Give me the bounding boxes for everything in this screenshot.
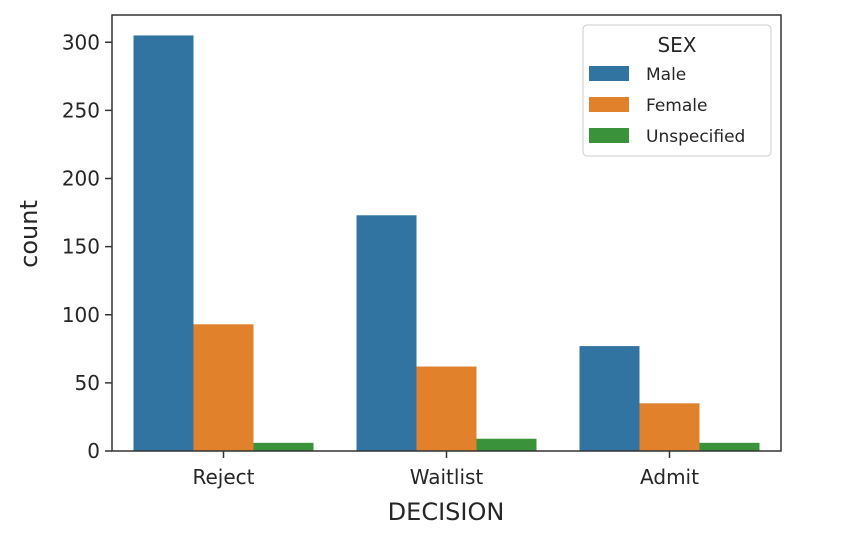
legend-swatch-female [589,97,629,112]
bar-male-reject [133,35,194,451]
bar-female-admit [639,403,700,451]
legend-label-female: Female [646,96,707,116]
x-tick-label-waitlist: Waitlist [410,465,484,489]
legend: SEX Male Female Unspecified [582,24,772,157]
x-tick-label-admit: Admit [640,465,699,489]
bar-male-admit [579,346,640,451]
bar-female-reject [193,324,254,451]
bar-unspecified-reject [253,442,314,451]
y-tick-label: 50 [75,371,100,395]
y-tick-label: 300 [62,30,100,54]
legend-label-male: Male [646,65,686,85]
legend-swatch-male [589,66,629,81]
y-axis-label: count [15,200,43,268]
bar-male-waitlist [356,215,417,451]
y-tick-label: 250 [62,98,100,122]
y-tick-label: 200 [62,167,100,191]
legend-swatch-unspecified [589,128,629,143]
legend-label-unspecified: Unspecified [646,127,745,147]
legend-title: SEX [657,33,696,57]
x-axis-label: DECISION [388,498,505,526]
x-tick-label-reject: Reject [192,465,254,489]
legend-box [582,24,772,157]
bar-female-waitlist [416,366,477,451]
bar-unspecified-waitlist [476,438,537,451]
y-tick-label: 100 [62,303,100,327]
bar-unspecified-admit [699,442,760,451]
plot-area [133,35,760,451]
y-tick-label: 150 [62,235,100,259]
y-tick-label: 0 [87,439,100,463]
